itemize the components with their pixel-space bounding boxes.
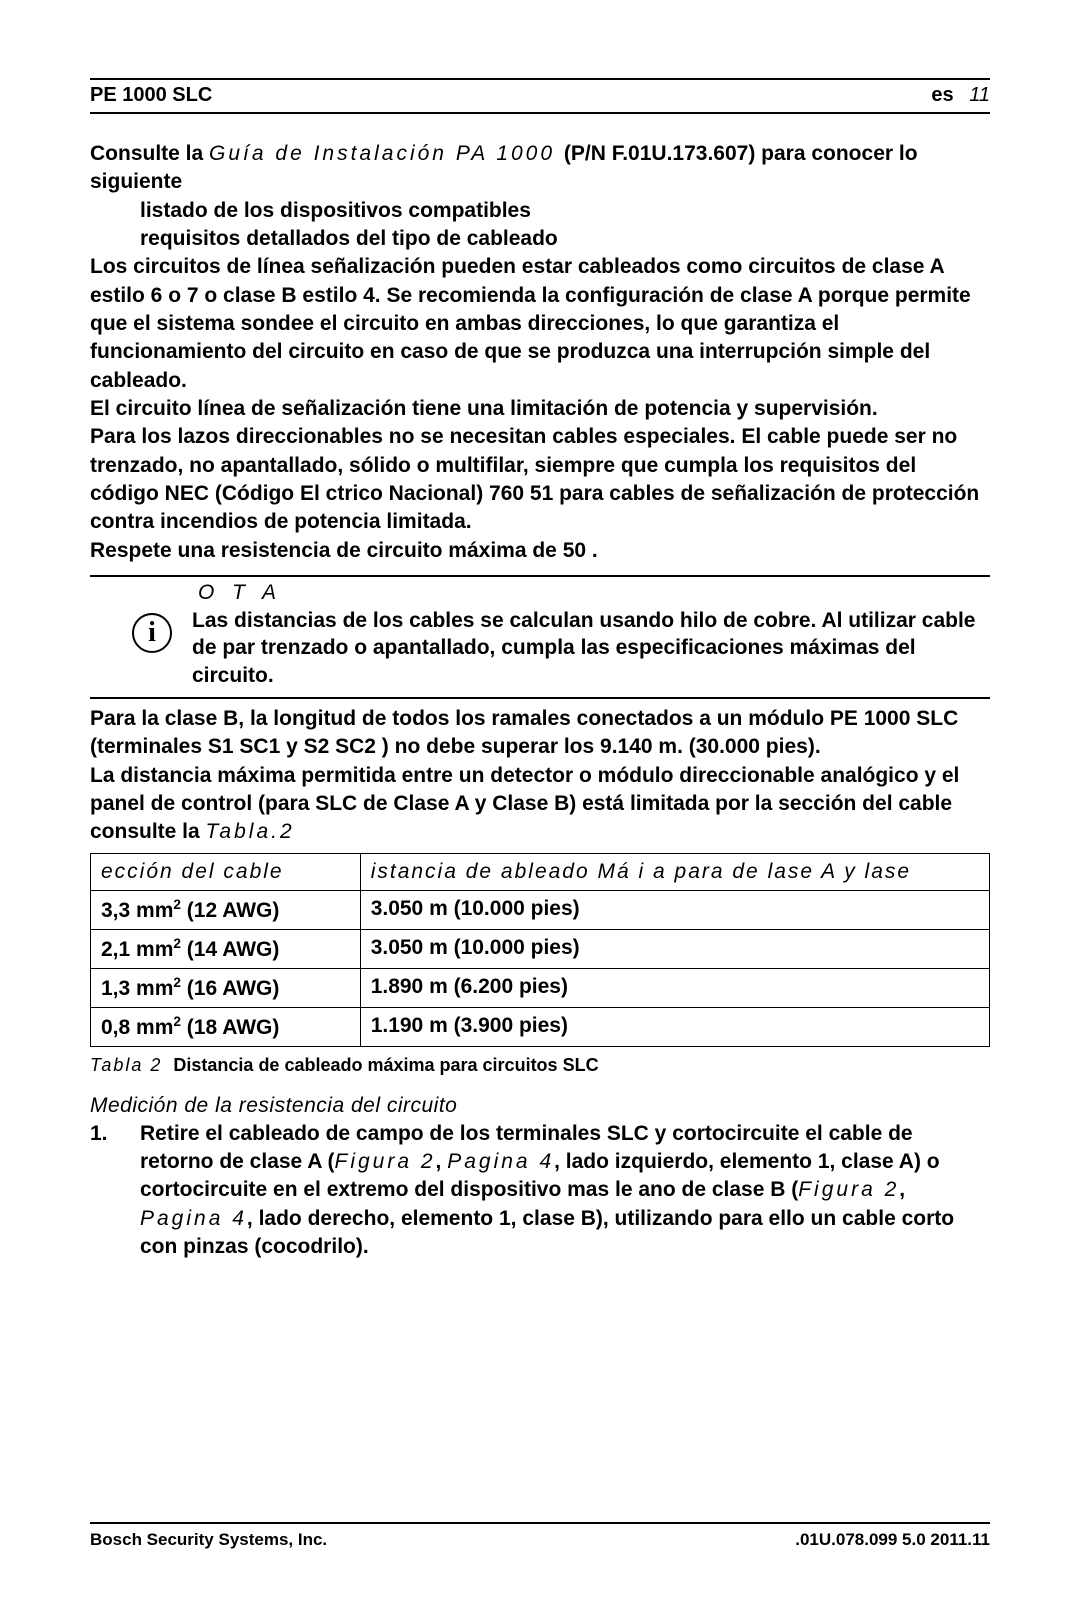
header-left: PE 1000 SLC (90, 84, 212, 107)
col-cable-section: ección del cable (91, 853, 361, 890)
table-row: 2,1 mm2 (14 AWG) 3.050 m (10.000 pies) (91, 929, 990, 968)
page: PE 1000 SLC es 11 Consulte la Guía de In… (0, 0, 1080, 1618)
step-1: 1. Retire el cableado de campo de los te… (90, 1120, 990, 1262)
footer-left: Bosch Security Systems, Inc. (90, 1530, 327, 1550)
paragraph-2: Los circuitos de línea señalización pued… (90, 253, 990, 395)
paragraph-4: Para los lazos direccionables no se nece… (90, 423, 990, 536)
subheading-resistance: Medición de la resistencia del circuito (90, 1094, 990, 1118)
page-footer: Bosch Security Systems, Inc. .01U.078.09… (90, 1522, 990, 1550)
table-row: 3,3 mm2 (12 AWG) 3.050 m (10.000 pies) (91, 890, 990, 929)
paragraph-7: La distancia máxima permitida entre un d… (90, 762, 990, 847)
bullet-2: requisitos detallados del tipo de cablea… (90, 225, 990, 253)
cable-distance-table: ección del cable istancia de ableado Má … (90, 853, 990, 1047)
paragraph-3: El circuito línea de señalización tiene … (90, 395, 990, 423)
bullet-1: listado de los dispositivos compatibles (90, 197, 990, 225)
paragraph-6: Para la clase B, la longitud de todos lo… (90, 705, 990, 762)
note-text: Las distancias de los cables se calculan… (192, 607, 990, 689)
paragraph-5: Respete una resistencia de circuito máxi… (90, 537, 990, 565)
paragraph-1: Consulte la Guía de Instalación PA 1000 … (90, 140, 990, 197)
col-max-distance: istancia de ableado Má i a para de lase … (360, 853, 989, 890)
note-title: O T A (198, 581, 990, 605)
body: Consulte la Guía de Instalación PA 1000 … (90, 140, 990, 565)
page-header: PE 1000 SLC es 11 (90, 78, 990, 114)
footer-right: .01U.078.099 5.0 2011.11 (795, 1530, 990, 1550)
info-icon: i (132, 613, 172, 653)
table-header-row: ección del cable istancia de ableado Má … (91, 853, 990, 890)
table-row: 1,3 mm2 (16 AWG) 1.890 m (6.200 pies) (91, 968, 990, 1007)
header-right: es 11 (931, 84, 990, 107)
note-block: O T A i Las distancias de los cables se … (90, 575, 990, 699)
table-caption: Tabla 2 Distancia de cableado máxima par… (90, 1055, 990, 1076)
table-row: 0,8 mm2 (18 AWG) 1.190 m (3.900 pies) (91, 1007, 990, 1046)
